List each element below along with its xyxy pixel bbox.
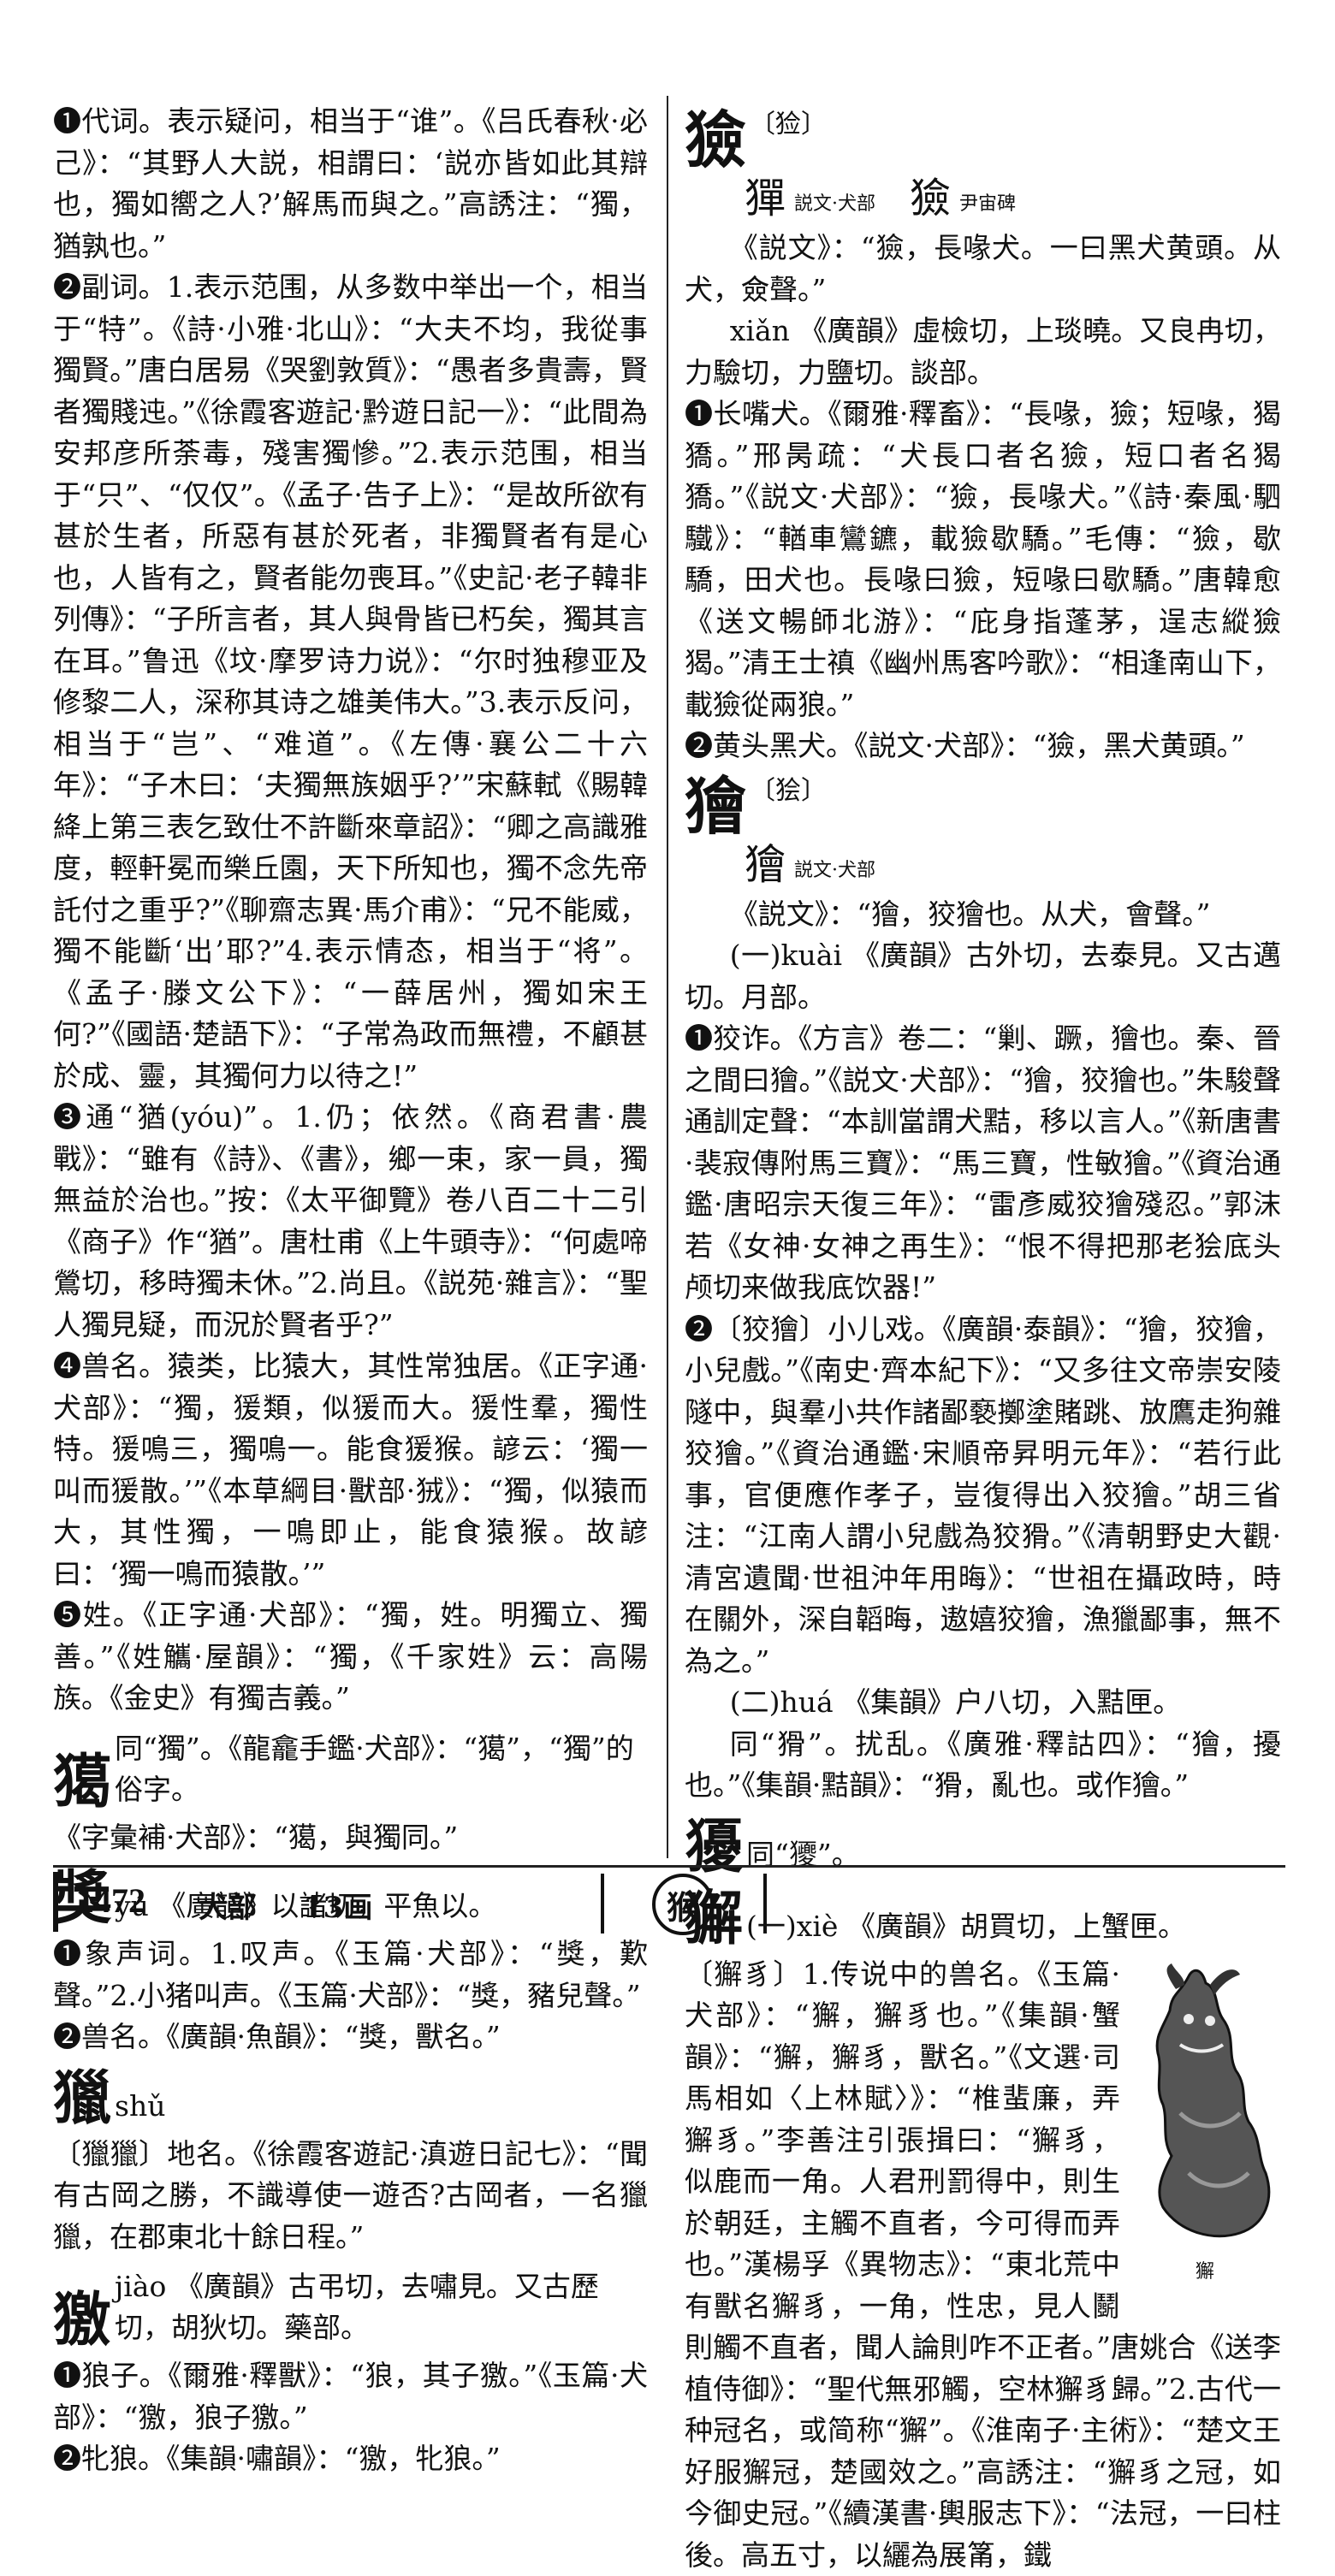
seal-script-row: 獪 説文·犬部: [745, 841, 1281, 889]
entry-paragraph: (二)huá 《集韻》户八切，入黠匣。: [685, 1682, 1281, 1724]
footer-rule: [53, 1865, 1285, 1868]
entry-paragraph: ❶狡诈。《方言》卷二：“剿、蹶，獪也。秦、晉之間曰獪。”《説文·犬部》：“獪，狡…: [685, 1018, 1281, 1309]
headword-entry: 獥 jiào 《廣韻》古弔切，去嘯見。又古歷切，胡狄切。藥部。: [53, 2266, 648, 2352]
xiezhi-figure-image: [1129, 1959, 1281, 2259]
entry-paragraph: 同“猾”。扰乱。《廣雅·釋詁四》：“獪，擾也。”《集韻·黠韻》：“猾，亂也。或作…: [685, 1724, 1281, 1807]
entry-paragraph: ❹兽名。猿类，比猿大，其性常独居。《正字通·犬部》：“獨，猨類，似猨而大。猨性羣…: [53, 1346, 648, 1595]
entry-paragraph: ❶狼子。《爾雅·釋獸》：“狼，其子獥。”《玉篇·犬部》：“獥，狼子獥。”: [53, 2355, 648, 2438]
radical-label: 犬部: [199, 1884, 257, 1926]
footer-separator: [763, 1874, 767, 1933]
page-footer: 1472 犬部 13画 猴: [53, 1865, 1285, 1933]
entry-paragraph: 《字彙補·犬部》：“獦，與獨同。”: [53, 1817, 648, 1859]
left-column: ❶代词。表示疑问，相当于“谁”。《吕氏春秋·必己》：“其野人大説，相謂曰：‘説亦…: [53, 101, 648, 2480]
entry-paragraph: ❺姓。《正字通·犬部》：“獨，姓。明獨立、獨善。”《姓觿·屋韻》：“獨，《千家姓…: [53, 1595, 648, 1720]
entry-paragraph: ❷〔狡獪〕小儿戏。《廣韻·泰韻》：“獪，狡獪，小兒戲。”《南史·齊本紀下》：“又…: [685, 1309, 1281, 1683]
footer-bar: [53, 1872, 58, 1932]
entry-paragraph: ❷副词。1.表示范围，从多数中举出一个，相当于“特”。《詩·小雅·北山》：“大夫…: [53, 267, 648, 1097]
headword-variant: 〔猃〕: [750, 108, 827, 142]
character-badge: 猴: [652, 1874, 714, 1935]
headword-gloss: jiào 《廣韻》古弔切，去嘯見。又古歷切，胡狄切。藥部。: [115, 2266, 648, 2352]
entry-paragraph: ❶长嘴犬。《爾雅·釋畜》：“長喙，獫；短喙，猲獢。”邢昺疏：“犬長口者名獫，短口…: [685, 394, 1281, 725]
seal-source: 説文·犬部: [794, 192, 875, 222]
entry-paragraph: (一)kuài 《廣韻》古外切，去泰見。又古邁切。月部。: [685, 935, 1281, 1018]
dictionary-page: ❶代词。表示疑问，相当于“谁”。《吕氏春秋·必己》：“其野人大説，相謂曰：‘説亦…: [0, 0, 1335, 1957]
entry-paragraph: ❷兽名。《廣韻·魚韻》：“獎，獸名。”: [53, 2016, 648, 2058]
right-column: 獫 〔猃〕 㺗 説文·犬部 獫 尹宙碑 《説文》：“獫，長喙犬。一曰黑犬黄頭。从…: [685, 101, 1281, 2576]
page-number: 1472: [77, 1880, 145, 1921]
entry-paragraph: 〔獵獵〕地名。《徐霞客遊記·滇遊日記七》：“聞有古岡之勝，不識導使一遊否?古岡者…: [53, 2134, 648, 2259]
entry-paragraph: ❷黄头黑犬。《説文·犬部》：“獫，黑犬黄頭。”: [685, 725, 1281, 767]
entry-paragraph: ❶代词。表示疑问，相当于“谁”。《吕氏春秋·必己》：“其野人大説，相謂曰：‘説亦…: [53, 101, 648, 267]
entry-paragraph: xiǎn 《廣韻》虛檢切，上琰曉。又良冉切，力驗切，力鹽切。談部。: [685, 311, 1281, 394]
column-divider: [667, 96, 668, 1858]
seal-glyph: 㺗: [745, 175, 786, 222]
entry-paragraph: ❷牝狼。《集韻·嘯韻》：“獥，牝狼。”: [53, 2438, 648, 2480]
headword-entry: 獵 shǔ: [53, 2067, 648, 2130]
headword-entry: 獦 同“獨”。《龍龕手鑑·犬部》：“獦”，“獨”的俗字。: [53, 1728, 648, 1814]
headword-entry: 獫 〔猃〕: [685, 106, 1281, 175]
illustration-caption: 獬: [1129, 2260, 1281, 2284]
entry-paragraph: ❶象声词。1.叹声。《玉篇·犬部》：“獎，歎聲。”2.小猪叫声。《玉篇·犬部》：…: [53, 1933, 648, 2016]
stroke-count-label: 13画: [303, 1884, 372, 1926]
entry-paragraph: ❸通“猶(yóu)”。1.仍；依然。《商君書·農戰》：“雖有《詩》、《書》，鄉一…: [53, 1097, 648, 1346]
seal-source: 説文·犬部: [794, 858, 875, 889]
headword: 獵: [53, 2067, 111, 2130]
seal-glyph: 獪: [745, 841, 786, 889]
entry-paragraph: 《説文》：“獪，狡獪也。从犬，會聲。”: [685, 894, 1281, 936]
entry-paragraph: 《説文》：“獫，長喙犬。一曰黑犬黄頭。从犬，僉聲。”: [685, 228, 1281, 311]
seal-source: 尹宙碑: [959, 192, 1016, 222]
headword: 獥: [53, 2289, 111, 2352]
headword: 獪: [685, 773, 746, 841]
headword-gloss: shǔ: [115, 2086, 165, 2130]
seal-glyph: 獫: [910, 175, 951, 222]
headword-gloss: 同“獨”。《龍龕手鑑·犬部》：“獦”，“獨”的俗字。: [115, 1728, 648, 1814]
headword: 獫: [685, 106, 746, 175]
xiezhi-illustration: 獬: [1129, 1959, 1281, 2284]
seal-script-row: 㺗 説文·犬部 獫 尹宙碑: [745, 175, 1281, 222]
headword-entry: 獪 〔狯〕: [685, 773, 1281, 841]
headword: 獦: [53, 1750, 111, 1814]
headword-variant: 〔狯〕: [750, 774, 827, 808]
footer-separator: [601, 1874, 604, 1933]
